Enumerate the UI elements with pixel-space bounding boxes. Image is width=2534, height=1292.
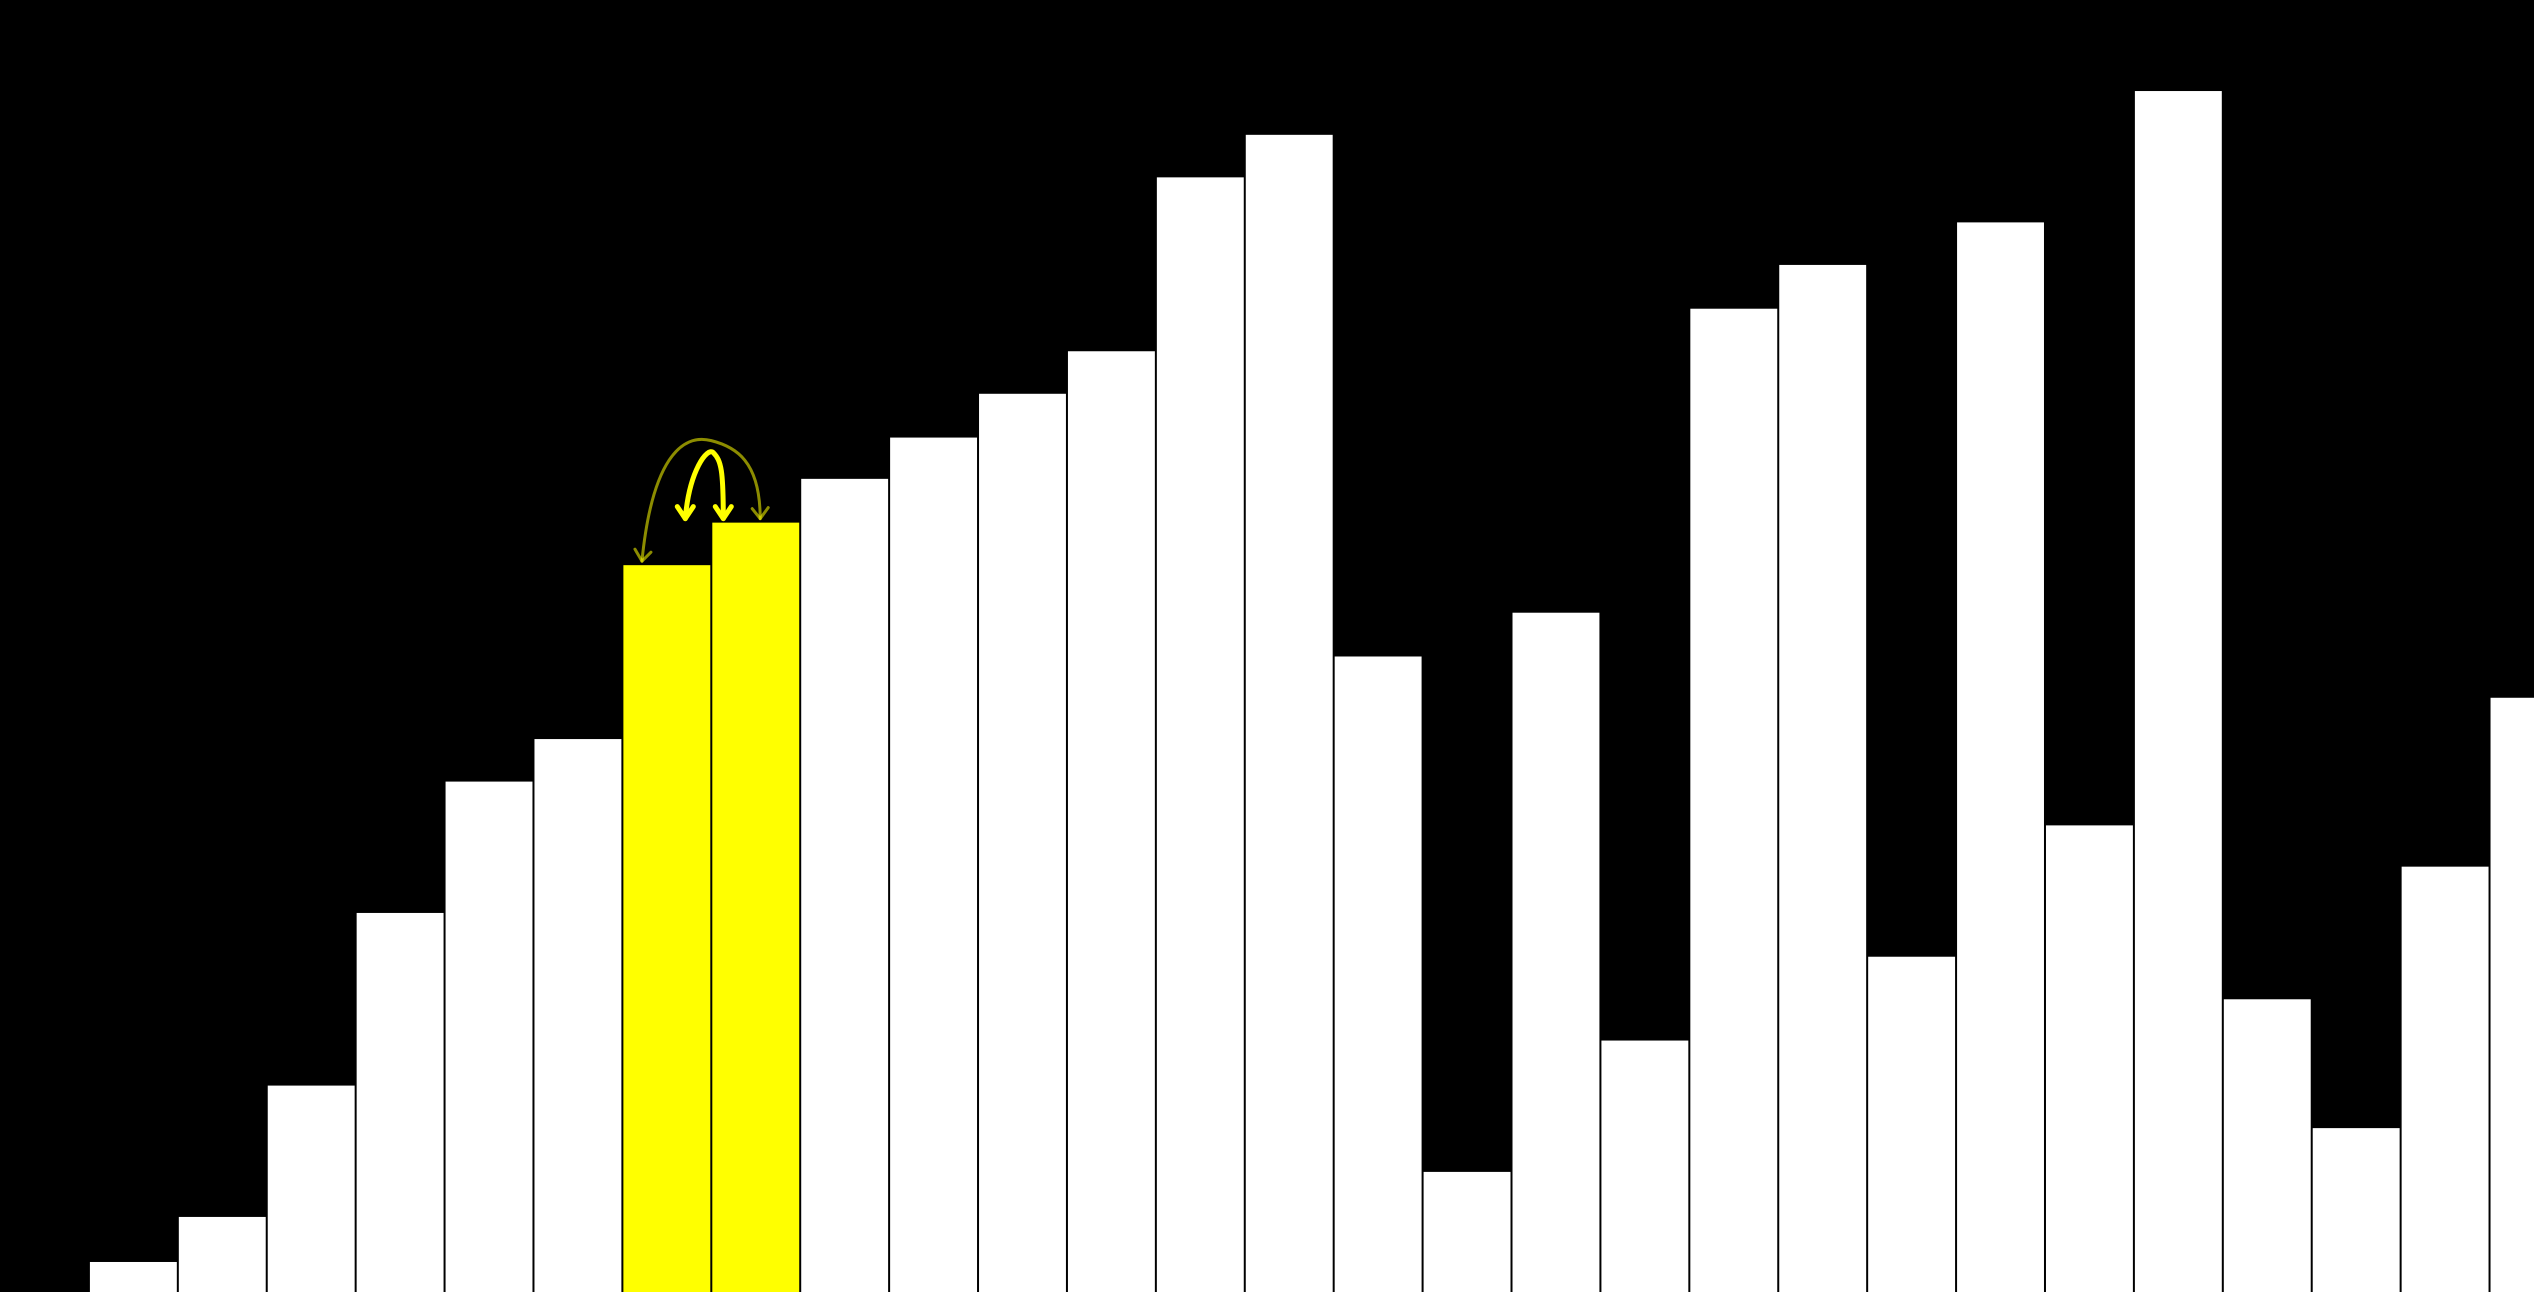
bar bbox=[801, 478, 889, 1292]
outer-arrowhead-left bbox=[633, 547, 653, 563]
bar bbox=[1334, 656, 1422, 1292]
bar bbox=[890, 437, 978, 1292]
bar bbox=[1690, 308, 1778, 1292]
bar bbox=[2045, 825, 2133, 1292]
bar bbox=[445, 781, 533, 1292]
bar bbox=[1245, 134, 1333, 1292]
bar bbox=[534, 739, 622, 1292]
inner-arrowhead-left bbox=[674, 504, 696, 522]
bar bbox=[2312, 1128, 2400, 1292]
bar bbox=[1957, 222, 2044, 1292]
bar bbox=[1512, 612, 1600, 1292]
bar bbox=[267, 1085, 355, 1292]
bar bbox=[89, 1261, 177, 1292]
bar bbox=[2134, 91, 2222, 1292]
inner-arc-arrow bbox=[682, 449, 726, 522]
bar bbox=[979, 393, 1066, 1292]
bar bbox=[1156, 177, 1244, 1292]
inner-arrowhead-right bbox=[712, 504, 734, 522]
bar bbox=[2401, 866, 2489, 1292]
bar bbox=[1423, 1171, 1511, 1292]
bar bbox=[1779, 264, 1867, 1292]
bar bbox=[2223, 999, 2311, 1292]
bars-group bbox=[89, 91, 2534, 1292]
bar bbox=[1868, 956, 1956, 1292]
outer-arrowhead-right bbox=[750, 506, 770, 521]
bar bbox=[2490, 697, 2534, 1292]
swap-arrows-icon bbox=[633, 437, 770, 563]
bar bbox=[1067, 351, 1155, 1292]
bar bbox=[1601, 1040, 1689, 1292]
bar bbox=[356, 912, 444, 1292]
outer-arc-arrow bbox=[640, 437, 762, 563]
highlighted-bar bbox=[712, 522, 800, 1292]
highlighted-bar bbox=[623, 565, 711, 1292]
bar bbox=[178, 1216, 266, 1292]
